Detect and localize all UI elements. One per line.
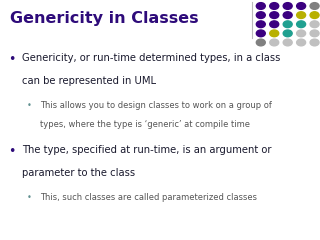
Circle shape bbox=[256, 39, 265, 46]
Circle shape bbox=[297, 21, 306, 28]
Circle shape bbox=[283, 21, 292, 28]
Text: •: • bbox=[8, 145, 15, 158]
Circle shape bbox=[310, 21, 319, 28]
Text: Genericity in Classes: Genericity in Classes bbox=[10, 11, 198, 26]
Text: The type, specified at run-time, is an argument or: The type, specified at run-time, is an a… bbox=[22, 145, 271, 155]
Text: can be represented in UML: can be represented in UML bbox=[22, 76, 156, 86]
Circle shape bbox=[270, 30, 279, 37]
Circle shape bbox=[270, 12, 279, 18]
Text: •: • bbox=[8, 53, 15, 66]
Circle shape bbox=[256, 21, 265, 28]
Circle shape bbox=[297, 12, 306, 18]
Circle shape bbox=[283, 30, 292, 37]
Circle shape bbox=[283, 39, 292, 46]
Circle shape bbox=[297, 30, 306, 37]
Text: types, where the type is ‘generic’ at compile time: types, where the type is ‘generic’ at co… bbox=[40, 120, 250, 129]
Circle shape bbox=[283, 12, 292, 18]
Circle shape bbox=[310, 12, 319, 18]
Circle shape bbox=[270, 39, 279, 46]
Circle shape bbox=[297, 3, 306, 9]
Circle shape bbox=[270, 3, 279, 9]
Circle shape bbox=[270, 21, 279, 28]
Circle shape bbox=[283, 3, 292, 9]
Text: •: • bbox=[27, 193, 32, 202]
Circle shape bbox=[310, 39, 319, 46]
Text: This allows you to design classes to work on a group of: This allows you to design classes to wor… bbox=[40, 101, 272, 110]
Circle shape bbox=[297, 39, 306, 46]
Circle shape bbox=[310, 30, 319, 37]
Circle shape bbox=[310, 3, 319, 9]
Text: This, such classes are called parameterized classes: This, such classes are called parameteri… bbox=[40, 193, 257, 202]
Text: •: • bbox=[27, 101, 32, 110]
Text: parameter to the class: parameter to the class bbox=[22, 168, 135, 178]
Circle shape bbox=[256, 30, 265, 37]
Text: Genericity, or run-time determined types, in a class: Genericity, or run-time determined types… bbox=[22, 53, 280, 63]
Circle shape bbox=[256, 3, 265, 9]
Circle shape bbox=[256, 12, 265, 18]
